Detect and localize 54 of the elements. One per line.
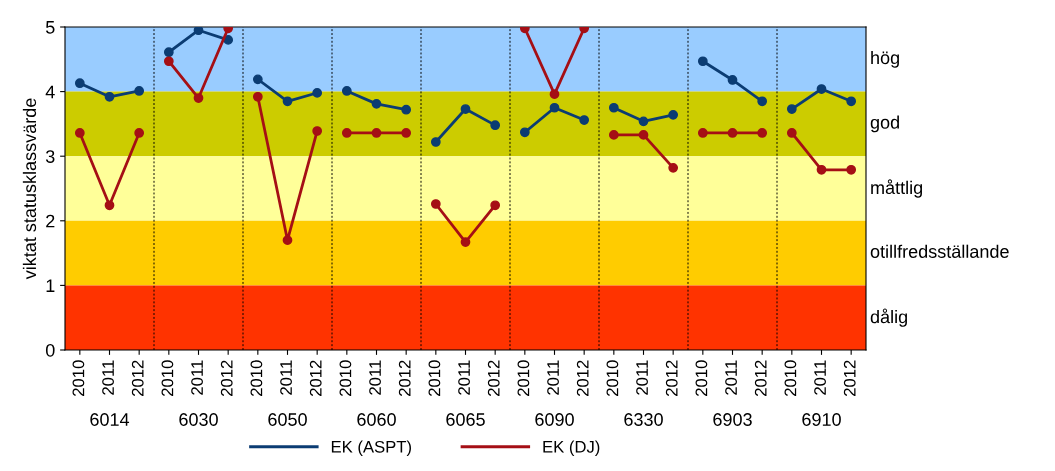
x-tick-label: 2012 <box>576 360 589 396</box>
legend-label: EK (DJ) <box>543 440 600 457</box>
text: 6910 <box>802 413 841 426</box>
text: 6090 <box>535 413 574 426</box>
x-tick-label: 2010 <box>517 360 530 396</box>
x-tick-label: 2011 <box>547 360 559 395</box>
band-label: god <box>870 115 899 133</box>
x-tick-label: 2012 <box>309 360 322 396</box>
band-label: otillfredsställande <box>870 244 1009 258</box>
point <box>757 128 768 138</box>
y-tick-label: 0 <box>45 343 55 357</box>
x-tick-label: 2011 <box>102 360 114 395</box>
x-tick-label: 2011 <box>458 360 470 395</box>
y-tick-label: 1 <box>46 279 55 292</box>
x-tick-label: 2012 <box>754 360 767 396</box>
x-tick-label: 2011 <box>814 360 826 395</box>
x-tick-label: 2010 <box>72 360 85 396</box>
x-tick-label: 2012 <box>131 360 144 396</box>
text: 6903 <box>713 413 752 426</box>
x-tick-label: 2010 <box>695 360 708 396</box>
y-tick-label: 3 <box>45 150 55 163</box>
band-label: hög <box>871 50 899 68</box>
x-tick-label: 2012 <box>487 360 500 396</box>
legend-label: EK (ASPT) <box>331 440 411 457</box>
text: 6060 <box>357 413 396 426</box>
y-tick-label: 5 <box>45 21 55 34</box>
x-tick-label: 2012 <box>665 360 678 396</box>
point <box>401 128 412 138</box>
x-tick-label: 2010 <box>250 360 263 396</box>
band-label: dålig <box>870 308 907 327</box>
text: 6065 <box>446 413 485 426</box>
x-tick-label: 2011 <box>369 360 381 395</box>
y-tick-label: 2 <box>46 214 55 228</box>
x-tick-label: 2010 <box>606 360 619 396</box>
x-tick-label: 2012 <box>220 360 233 396</box>
text: 6050 <box>268 413 307 426</box>
x-tick-label: 2012 <box>843 360 856 396</box>
text: 6330 <box>624 413 663 426</box>
text: 6014 <box>90 413 130 426</box>
x-tick-label: 2011 <box>280 360 292 395</box>
x-tick-label: 2011 <box>191 360 203 395</box>
band-label: måttlig <box>871 179 923 198</box>
text: 6030 <box>179 413 218 426</box>
point <box>341 128 352 138</box>
x-tick-label: 2012 <box>398 360 411 396</box>
x-tick-label: 2010 <box>161 360 174 396</box>
x-tick-label: 2011 <box>636 360 648 395</box>
y-axis-title: viktat statusklassvärde <box>22 98 37 280</box>
point <box>697 128 708 138</box>
x-tick-label: 2010 <box>339 360 352 396</box>
y-tick-label: 4 <box>45 85 55 99</box>
x-tick-label: 2011 <box>725 360 737 395</box>
x-tick-label: 2010 <box>428 360 441 396</box>
x-tick-label: 2010 <box>784 360 797 396</box>
